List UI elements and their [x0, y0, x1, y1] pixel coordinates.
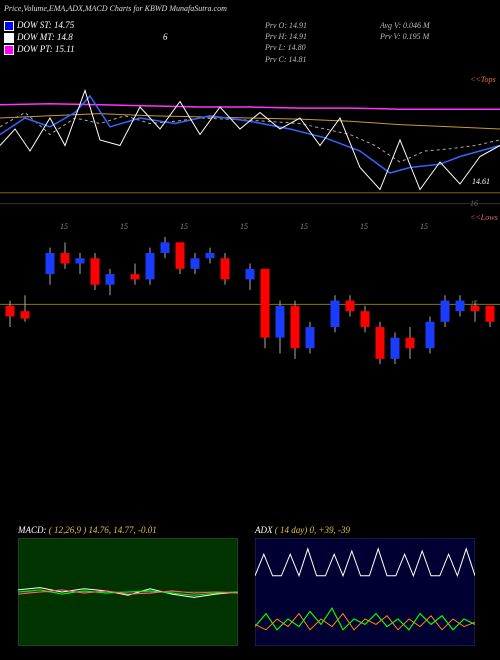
macd-panel — [18, 538, 238, 646]
axis-label: 15 — [470, 299, 478, 308]
x-tick-label: 15 — [360, 222, 368, 231]
macd-label: MACD: ( 12,26,9 ) 14.76, 14.77, -0.01 — [18, 525, 157, 535]
tops-marker: <<Tops — [470, 75, 496, 84]
ema-chart — [0, 85, 500, 195]
legend-item: DOW ST: 14.75 — [4, 20, 74, 31]
axis-label: 16 — [470, 199, 478, 208]
adx-panel — [255, 538, 475, 646]
legend-item: DOW MT: 14.8 — [4, 32, 73, 43]
page-title: Price,Volume,EMA,ADX,MACD Charts for KBW… — [4, 4, 227, 13]
x-tick-label: 15 — [420, 222, 428, 231]
adx-label: ADX ( 14 day) 0, +39, -39 — [255, 525, 350, 535]
axis-label: <<Lows — [470, 213, 498, 222]
x-tick-label: 15 — [180, 222, 188, 231]
x-tick-label: 15 — [120, 222, 128, 231]
stats-volume: Avg V: 0.046 MPrv V: 0.195 M — [380, 20, 430, 42]
legend-item: 6 — [150, 32, 168, 43]
x-tick-label: 15 — [240, 222, 248, 231]
x-tick-label: 15 — [60, 222, 68, 231]
ema-price-label: 14.61 — [472, 177, 490, 186]
stats-prev-ohlc: Prv O: 14.91Prv H: 14.91Prv L: 14.80Prv … — [265, 20, 307, 65]
legend-item: DOW PT: 15.11 — [4, 44, 75, 55]
x-tick-label: 15 — [300, 222, 308, 231]
